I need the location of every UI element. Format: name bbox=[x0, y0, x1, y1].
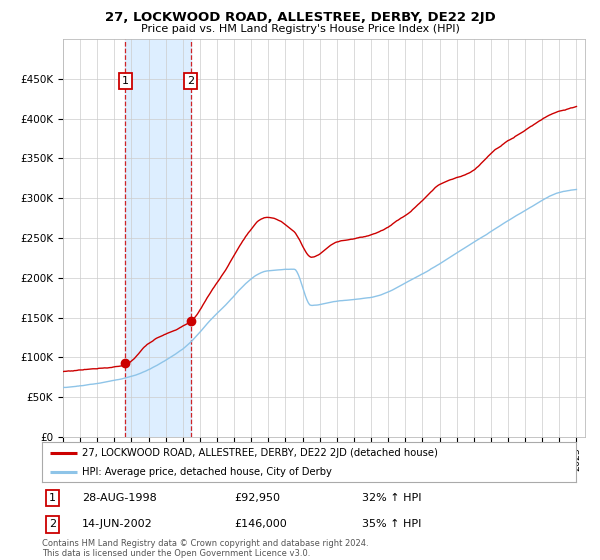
Bar bbox=[125, 39, 191, 437]
Text: £146,000: £146,000 bbox=[234, 520, 287, 529]
Text: 27, LOCKWOOD ROAD, ALLESTREE, DERBY, DE22 2JD (detached house): 27, LOCKWOOD ROAD, ALLESTREE, DERBY, DE2… bbox=[82, 448, 438, 458]
Text: Contains HM Land Registry data © Crown copyright and database right 2024.
This d: Contains HM Land Registry data © Crown c… bbox=[42, 539, 368, 558]
Text: 32% ↑ HPI: 32% ↑ HPI bbox=[362, 493, 422, 503]
Text: HPI: Average price, detached house, City of Derby: HPI: Average price, detached house, City… bbox=[82, 467, 332, 477]
Text: 28-AUG-1998: 28-AUG-1998 bbox=[82, 493, 157, 503]
Text: 27, LOCKWOOD ROAD, ALLESTREE, DERBY, DE22 2JD: 27, LOCKWOOD ROAD, ALLESTREE, DERBY, DE2… bbox=[104, 11, 496, 24]
Text: 1: 1 bbox=[122, 76, 129, 86]
Text: £92,950: £92,950 bbox=[234, 493, 280, 503]
Text: 2: 2 bbox=[49, 520, 56, 529]
Text: Price paid vs. HM Land Registry's House Price Index (HPI): Price paid vs. HM Land Registry's House … bbox=[140, 24, 460, 34]
Text: 1: 1 bbox=[49, 493, 56, 503]
Text: 14-JUN-2002: 14-JUN-2002 bbox=[82, 520, 153, 529]
Text: 2: 2 bbox=[187, 76, 194, 86]
Text: 35% ↑ HPI: 35% ↑ HPI bbox=[362, 520, 422, 529]
